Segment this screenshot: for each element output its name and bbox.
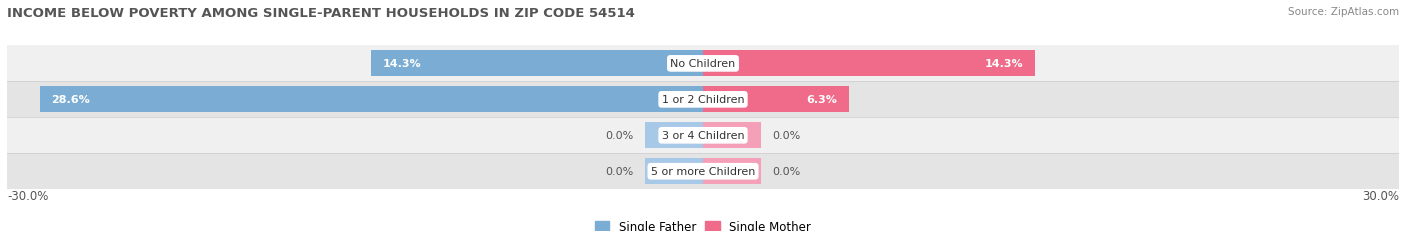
Text: 14.3%: 14.3% (984, 59, 1024, 69)
Text: 0.0%: 0.0% (605, 167, 633, 176)
Text: 28.6%: 28.6% (51, 95, 90, 105)
Bar (703, 123, 761, 149)
Bar (703, 51, 1035, 77)
Bar (7, 154, 1399, 189)
Text: 3 or 4 Children: 3 or 4 Children (662, 131, 744, 141)
Text: 0.0%: 0.0% (773, 167, 801, 176)
Bar (371, 51, 703, 77)
Bar (645, 159, 703, 184)
Bar (645, 123, 703, 149)
Bar (703, 159, 761, 184)
Text: Source: ZipAtlas.com: Source: ZipAtlas.com (1288, 7, 1399, 17)
Text: 5 or more Children: 5 or more Children (651, 167, 755, 176)
Text: No Children: No Children (671, 59, 735, 69)
Bar (39, 87, 703, 113)
Text: 1 or 2 Children: 1 or 2 Children (662, 95, 744, 105)
Text: 14.3%: 14.3% (382, 59, 422, 69)
Text: 0.0%: 0.0% (605, 131, 633, 141)
Bar (7, 46, 1399, 82)
Bar (7, 118, 1399, 154)
Text: -30.0%: -30.0% (7, 189, 48, 202)
Legend: Single Father, Single Mother: Single Father, Single Mother (591, 216, 815, 231)
Bar (7, 82, 1399, 118)
Text: 0.0%: 0.0% (773, 131, 801, 141)
Text: 30.0%: 30.0% (1362, 189, 1399, 202)
Text: 6.3%: 6.3% (807, 95, 838, 105)
Text: INCOME BELOW POVERTY AMONG SINGLE-PARENT HOUSEHOLDS IN ZIP CODE 54514: INCOME BELOW POVERTY AMONG SINGLE-PARENT… (7, 7, 636, 20)
Bar (703, 87, 849, 113)
